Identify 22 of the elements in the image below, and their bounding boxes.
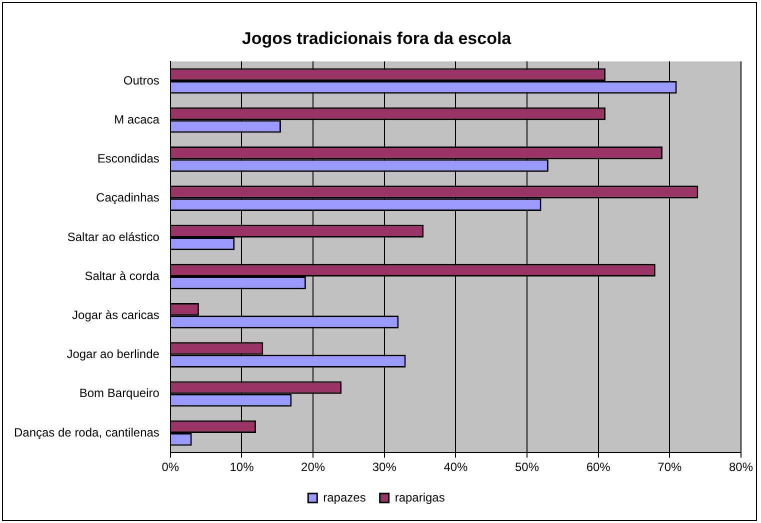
y-tick-label: M acaca <box>114 112 160 126</box>
y-tick-label: Bom Barqueiro <box>79 386 160 400</box>
y-tick-label: Jogar ao berlinde <box>66 347 160 362</box>
x-tick-label: 50% <box>515 460 540 474</box>
y-tick-label: Escondidas <box>97 152 160 166</box>
x-tick-label: 60% <box>586 460 611 474</box>
x-tick-label: 40% <box>444 460 468 474</box>
x-tick-label: 80% <box>728 460 754 474</box>
x-tick-label: 70% <box>658 460 682 474</box>
y-tick-label: Caçadinhas <box>96 190 160 205</box>
y-tick-label: Jogar às caricas <box>72 308 160 322</box>
y-tick-label: Outros <box>123 73 160 88</box>
y-tick-label: Saltar ao elástico <box>67 230 160 244</box>
x-tick-label: 20% <box>301 460 326 474</box>
legend-label: rapazes <box>323 490 366 504</box>
x-tick-label: 10% <box>230 460 254 474</box>
y-tick-label: Saltar à corda <box>84 268 160 283</box>
y-tick-label: Danças de roda, cantilenas <box>14 425 160 440</box>
x-tick-label: 0% <box>162 460 180 474</box>
legend-label: raparigas <box>394 490 445 504</box>
x-tick-label: 30% <box>372 460 397 474</box>
chart-title: Jogos tradicionais fora da escola <box>242 28 512 48</box>
